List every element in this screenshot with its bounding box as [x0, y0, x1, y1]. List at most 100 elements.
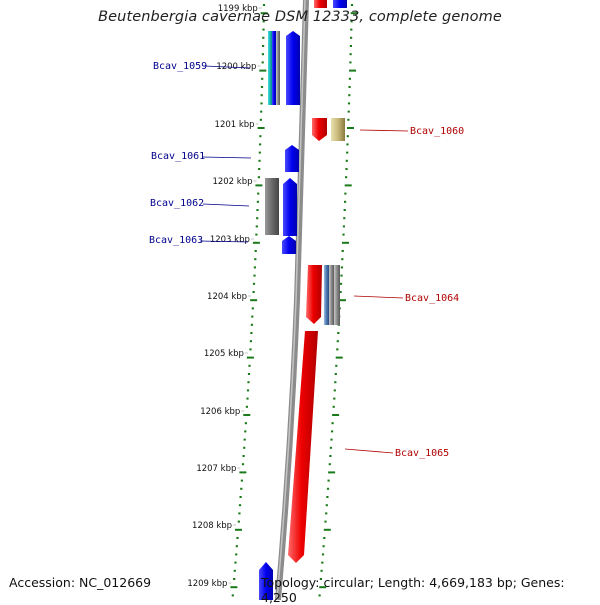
- tick-mark: [257, 176, 260, 179]
- label-bcav-1060[interactable]: Bcav_1060: [410, 126, 464, 137]
- gene-bcav-1061[interactable]: [285, 145, 299, 172]
- tick-mark: [254, 258, 257, 261]
- gene-bcav-1060[interactable]: [312, 118, 345, 141]
- tick-mark: [262, 28, 265, 31]
- accession-text: Accession: NC_012669: [9, 575, 152, 590]
- gene-partial-top-red[interactable]: [314, 0, 327, 8]
- kbp-label: 1202 kbp: [212, 177, 252, 187]
- genome-backbone-highlight: [276, 0, 306, 600]
- label-bcav-1064[interactable]: Bcav_1064: [405, 293, 459, 304]
- tick-mark: [343, 209, 346, 211]
- tick-mark: [262, 4, 266, 6]
- tick-mark: [245, 405, 248, 408]
- tick-mark: [329, 455, 332, 457]
- tick-mark: [346, 143, 349, 146]
- tick-mark: [237, 520, 240, 523]
- tick-mark: [333, 397, 336, 400]
- tick-mark: [336, 348, 339, 351]
- tick-mark: [343, 217, 346, 220]
- tick-mark: [243, 446, 246, 449]
- tick-mark: [252, 291, 255, 293]
- tick-mark: [262, 36, 265, 39]
- tick-mark: [323, 537, 326, 539]
- tick-mark: [231, 594, 234, 597]
- kbp-label: 1204 kbp: [207, 292, 247, 302]
- tick-mark: [246, 356, 254, 359]
- plus-strand-genes: [288, 118, 345, 563]
- tick-mark: [345, 168, 348, 170]
- label-bcav-1065[interactable]: Bcav_1065: [395, 448, 449, 459]
- tick-mark: [335, 356, 343, 359]
- tick-mark: [325, 504, 328, 507]
- tick-mark: [255, 184, 263, 187]
- tick-mark: [350, 36, 353, 39]
- tick-mark: [250, 332, 253, 334]
- gene-bottom-partial[interactable]: [259, 562, 273, 600]
- tick-mark: [259, 135, 262, 138]
- tick-mark: [340, 274, 343, 277]
- tick-mark: [350, 4, 354, 6]
- kbp-label: 1207 kbp: [196, 464, 236, 474]
- gene-bcav-1059[interactable]: [268, 31, 300, 105]
- tick-mark: [258, 159, 261, 162]
- tick-mark: [240, 479, 243, 482]
- tick-mark: [323, 528, 331, 531]
- tick-mark: [326, 496, 329, 498]
- genome-title: Beutenbergia cavernae DSM 12333, complet…: [98, 9, 502, 25]
- kbp-label: 1203 kbp: [210, 235, 250, 245]
- label-bcav-1063[interactable]: Bcav_1063: [149, 235, 203, 246]
- tick-mark: [261, 61, 264, 64]
- tick-mark: [328, 463, 331, 466]
- tick-mark: [331, 422, 334, 425]
- tick-mark: [260, 86, 264, 88]
- tick-mark: [242, 455, 245, 457]
- kbp-label: 1206 kbp: [200, 407, 240, 417]
- tick-mark: [260, 110, 263, 113]
- gene-bcav-1062[interactable]: [265, 178, 297, 236]
- tick-mark: [246, 397, 249, 400]
- tick-mark: [349, 69, 356, 72]
- kbp-label: 1201 kbp: [215, 120, 255, 130]
- tick-mark: [243, 438, 246, 441]
- tick-mark: [262, 45, 265, 47]
- tick-mark: [258, 168, 261, 170]
- label-bcav-1062[interactable]: Bcav_1062: [150, 198, 204, 209]
- tick-mark: [251, 307, 254, 310]
- tick-mark: [350, 28, 353, 31]
- left-tick-track: [230, 4, 268, 597]
- tick-mark: [239, 496, 242, 498]
- tick-mark: [332, 405, 335, 408]
- tick-mark: [332, 414, 340, 416]
- gene-bcav-1063[interactable]: [282, 236, 296, 254]
- tick-mark: [339, 291, 342, 293]
- gene-bcav-1064[interactable]: [306, 265, 340, 325]
- gene-bcav-1065[interactable]: [288, 331, 318, 563]
- tick-mark: [250, 323, 253, 326]
- tick-mark: [259, 69, 267, 72]
- tick-mark: [347, 127, 354, 129]
- tick-mark: [249, 348, 252, 351]
- tick-mark: [322, 545, 325, 548]
- label-bcav-1061[interactable]: Bcav_1061: [151, 151, 205, 162]
- gene-partial-top[interactable]: [333, 0, 347, 8]
- tick-mark: [250, 299, 258, 302]
- tick-mark: [247, 381, 250, 384]
- tick-mark: [238, 504, 242, 507]
- tick-mark: [244, 422, 247, 425]
- tick-mark: [241, 463, 245, 466]
- tick-mark: [252, 241, 260, 244]
- tick-mark: [261, 53, 264, 56]
- gene-labels: Bcav_1059 Bcav_1060 Bcav_1061 Bcav_1062 …: [149, 61, 464, 459]
- tick-mark: [260, 12, 268, 15]
- tick-mark: [346, 135, 349, 138]
- tick-mark: [248, 364, 251, 367]
- tick-mark: [246, 389, 250, 392]
- tick-mark: [260, 94, 263, 97]
- tick-mark: [344, 184, 352, 187]
- kbp-label: 1199 kbp: [218, 4, 258, 14]
- tick-mark: [240, 487, 243, 490]
- label-bcav-1059[interactable]: Bcav_1059: [153, 61, 207, 72]
- kbp-label: 1208 kbp: [192, 521, 232, 531]
